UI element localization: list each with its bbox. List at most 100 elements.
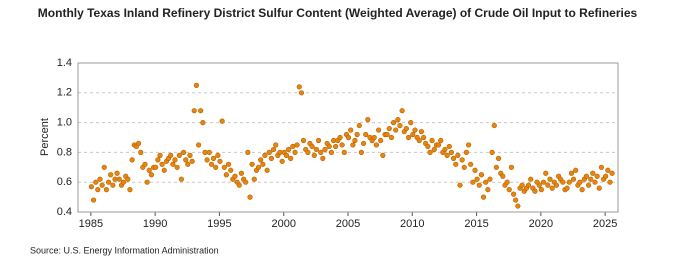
data-point [438, 137, 444, 144]
data-point [543, 170, 549, 176]
data-point [232, 173, 238, 179]
data-point [380, 152, 386, 158]
y-tick-label: 0.4 [57, 206, 72, 218]
y-tick-label: 0.8 [57, 146, 72, 158]
x-tick-label: 2005 [336, 218, 360, 230]
data-point [185, 161, 191, 167]
data-point [196, 142, 202, 148]
data-point [146, 167, 152, 173]
data-point [328, 149, 335, 155]
data-point [483, 179, 489, 185]
plot-frame [77, 62, 619, 213]
data-point [208, 161, 215, 167]
data-point [210, 155, 217, 161]
data-point [193, 82, 200, 88]
data-point [249, 161, 255, 167]
y-tick-label: 1.4 [57, 57, 72, 69]
x-tick-label: 2025 [593, 218, 617, 230]
data-point [341, 149, 347, 155]
x-tick-label: 2020 [529, 218, 553, 230]
data-point [223, 172, 229, 178]
data-point [129, 157, 135, 163]
data-point [283, 152, 290, 158]
data-point [236, 182, 242, 188]
data-point [320, 155, 326, 161]
data-point [386, 125, 392, 132]
data-point [405, 134, 412, 141]
data-point [444, 152, 450, 158]
data-point [450, 155, 457, 161]
data-point [592, 179, 598, 185]
data-point [393, 127, 399, 133]
data-point [313, 146, 319, 153]
data-point [540, 179, 547, 185]
data-point [376, 127, 382, 133]
data-point [528, 176, 534, 182]
data-point [378, 137, 384, 144]
data-point [547, 176, 553, 182]
data-point [590, 170, 596, 176]
data-point [198, 108, 204, 114]
data-point [596, 185, 602, 191]
data-point [487, 176, 493, 182]
data-point [594, 173, 600, 179]
data-point [247, 194, 253, 200]
data-point [93, 179, 99, 185]
data-point [442, 146, 448, 153]
data-point [161, 167, 167, 173]
data-point [108, 172, 114, 178]
data-point [245, 149, 251, 155]
data-point [333, 143, 339, 150]
data-point [228, 167, 234, 173]
data-point [431, 146, 437, 153]
data-point [294, 142, 300, 148]
data-point [101, 164, 107, 170]
data-point [495, 155, 502, 161]
data-point [412, 127, 418, 133]
data-point [478, 172, 485, 178]
data-point [365, 117, 371, 123]
data-point [103, 187, 110, 193]
data-point [358, 149, 364, 155]
data-point [485, 187, 491, 193]
y-axis-label: Percent [39, 118, 51, 156]
data-point [97, 176, 103, 182]
data-point [168, 152, 174, 158]
data-point [519, 182, 525, 188]
data-point [579, 187, 585, 193]
data-point [176, 152, 182, 158]
data-point [493, 164, 499, 170]
y-tick-label: 1.2 [57, 87, 72, 99]
data-point [120, 179, 127, 185]
data-point [309, 143, 315, 150]
data-point [532, 188, 538, 194]
data-point [135, 140, 142, 147]
data-point [348, 127, 354, 133]
data-point [286, 146, 292, 153]
data-point [138, 149, 144, 155]
data-point [112, 176, 118, 182]
x-tick-label: 1995 [207, 218, 231, 230]
data-point [403, 125, 409, 132]
data-point [489, 149, 495, 155]
data-point [88, 184, 94, 190]
data-point [603, 173, 609, 179]
data-point [605, 167, 611, 173]
data-point [513, 197, 519, 203]
data-point [468, 161, 474, 167]
data-point [500, 173, 506, 179]
data-point [148, 172, 155, 178]
data-point [515, 203, 521, 209]
data-point [504, 179, 510, 185]
data-point [251, 176, 257, 182]
data-point [268, 155, 274, 161]
data-point [206, 149, 212, 155]
data-point [463, 149, 470, 155]
data-point [397, 122, 403, 129]
data-point [508, 164, 515, 170]
data-point [298, 90, 305, 96]
data-point [296, 84, 302, 90]
data-point [262, 152, 268, 158]
